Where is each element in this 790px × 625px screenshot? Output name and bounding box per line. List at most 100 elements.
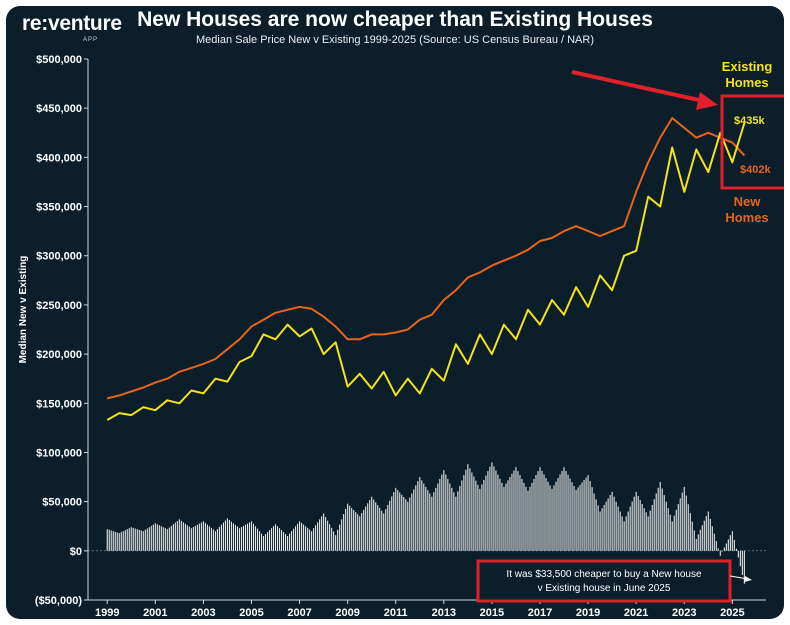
difference-bar [481,484,483,551]
difference-bar [483,479,485,551]
difference-bar [695,539,697,551]
difference-bar [531,482,533,551]
difference-bar [106,529,108,551]
difference-bar [361,513,363,551]
difference-bar [122,531,124,551]
difference-bar [657,487,659,551]
difference-bar [721,550,723,552]
difference-bar [635,491,637,551]
difference-bar [623,521,625,551]
difference-bar [507,480,509,551]
note-box [476,559,732,603]
x-tick-label: 2003 [191,607,215,619]
difference-bar [549,485,551,551]
difference-bar [613,496,615,551]
difference-bar [541,470,543,551]
difference-bar [216,529,218,551]
chart-subtitle: Median Sale Price New v Existing 1999-20… [195,34,595,46]
difference-bar [200,522,202,551]
difference-bar [453,492,455,551]
difference-bar [321,516,323,551]
difference-bar [737,550,739,558]
y-tick-label: $350,000 [36,202,82,214]
difference-bar [114,531,116,551]
difference-bar [128,528,130,551]
difference-bar [447,479,449,551]
difference-bar [144,529,146,551]
series-line-existing-homes [106,122,746,421]
difference-bar [439,479,441,551]
difference-bar [707,511,709,551]
difference-bar [256,528,259,551]
difference-bar [397,490,399,551]
difference-bar [473,476,475,551]
difference-bar [443,470,445,551]
difference-bar [449,483,451,551]
difference-bar [359,516,361,551]
difference-bar [168,527,170,551]
difference-bar [573,486,575,551]
difference-bar [335,535,337,551]
difference-bar [543,474,545,551]
difference-bar [629,506,631,551]
difference-bar [116,532,118,551]
difference-bar [699,529,701,551]
difference-bar [293,528,295,551]
difference-bar [154,523,156,551]
y-tick-label: $300,000 [36,251,82,263]
difference-bar [421,480,423,551]
difference-bar [248,522,251,551]
difference-bar [329,524,331,551]
difference-bar [218,526,220,551]
difference-bar [467,464,469,551]
difference-bar [379,507,381,551]
difference-bar [319,519,321,551]
difference-bar [264,534,267,551]
difference-bar [262,536,265,551]
difference-bar [234,524,237,551]
difference-bar [599,511,601,551]
difference-bar [345,508,347,551]
difference-bar [156,524,158,551]
difference-bar [192,527,194,551]
difference-bar [725,543,727,551]
difference-bar [186,525,188,551]
difference-bar [303,524,305,551]
difference-bar [497,474,499,551]
difference-bar [363,509,365,551]
difference-bar [435,487,437,551]
difference-bar [204,522,206,551]
difference-bar [276,526,279,551]
difference-bar [367,503,369,551]
difference-bar [295,526,297,551]
difference-bar [539,467,541,551]
difference-bar [282,532,285,551]
difference-bar [238,528,241,551]
difference-bar [627,511,629,551]
highlight-box [720,94,784,190]
brand-logo-sub: APP [83,37,99,43]
difference-bar [208,526,210,551]
difference-bar [377,505,379,551]
difference-bar [307,527,309,551]
difference-bar [621,516,623,551]
difference-bar [735,548,737,551]
difference-bar [415,485,417,551]
brand-logo: re:venture [22,12,122,35]
difference-bar [325,517,327,551]
difference-bar [545,478,547,551]
difference-bar [266,532,269,551]
difference-bar [297,523,299,551]
difference-bar [529,486,531,551]
difference-bar [601,508,603,551]
difference-bar [719,550,721,556]
difference-bar [150,525,152,551]
chart-title: New Houses are now cheaper than Existing… [137,8,653,31]
y-tick-label: $0 [70,546,82,558]
x-tick-label: 2025 [720,607,744,619]
difference-bar [743,550,745,584]
difference-bar [639,499,641,551]
difference-bar [210,527,212,551]
difference-bar [224,520,226,551]
x-tick-label: 2001 [143,607,167,619]
